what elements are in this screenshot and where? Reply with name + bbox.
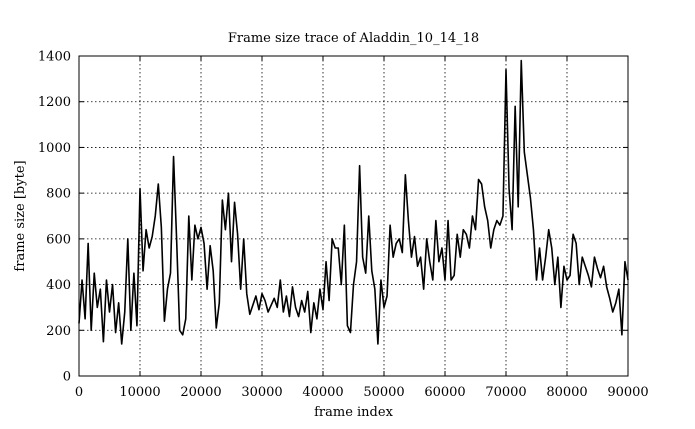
- grid-lines: [79, 56, 628, 376]
- frame-size-series-line: [78, 59, 629, 345]
- x-tick-label: 70000: [485, 385, 526, 400]
- x-tick-label: 0: [75, 385, 83, 400]
- x-tick-label: 80000: [546, 385, 587, 400]
- y-tick-label: 400: [46, 278, 71, 293]
- y-tick-label: 0: [63, 370, 71, 385]
- axis-ticks: [78, 55, 629, 377]
- tick-labels: 0 10000 20000 30000 40000 50000 60000 70000 8000…: [38, 50, 649, 401]
- plot-frame: [78, 55, 629, 377]
- x-axis-label: frame index: [314, 405, 393, 420]
- x-tick-label: 50000: [363, 385, 404, 400]
- y-tick-label: 200: [46, 324, 71, 339]
- x-tick-label: 20000: [180, 385, 221, 400]
- y-tick-label: 600: [46, 232, 71, 247]
- x-tick-label: 60000: [424, 385, 465, 400]
- y-tick-label: 1200: [38, 95, 71, 110]
- x-tick-label: 90000: [607, 385, 648, 400]
- x-tick-label: 40000: [302, 385, 343, 400]
- y-axis-label: frame size [byte]: [13, 160, 28, 271]
- y-tick-label: 1000: [38, 141, 71, 156]
- x-tick-label: 30000: [241, 385, 282, 400]
- y-tick-label: 800: [46, 187, 71, 202]
- chart-title: Frame size trace of Aladdin_10_14_18: [228, 31, 479, 46]
- x-tick-label: 10000: [119, 385, 160, 400]
- y-tick-label: 1400: [38, 50, 71, 65]
